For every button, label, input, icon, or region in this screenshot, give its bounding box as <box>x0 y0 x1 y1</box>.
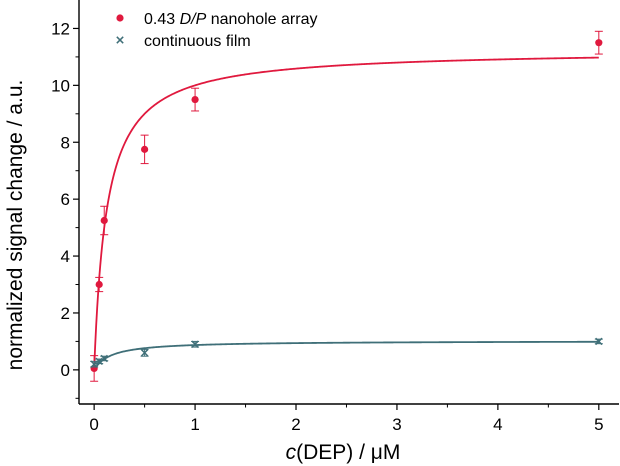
data-marks <box>90 30 603 382</box>
legend-entry-nanohole-array: 0.43 D/P nanohole array <box>116 11 317 28</box>
x-tick-label: 0 <box>89 415 98 434</box>
x-tick-label: 3 <box>392 415 401 434</box>
y-tick-label: 12 <box>51 19 70 38</box>
y-tick-label: 6 <box>61 190 70 209</box>
fit-curve-nanohole-array <box>93 56 599 370</box>
x-tick-label: 1 <box>190 415 199 434</box>
marker-stroke <box>191 340 199 348</box>
fit-curve-continuous-film <box>93 340 599 371</box>
legend-entry-continuous-film: continuous film <box>116 33 251 50</box>
legend-marker-nanohole-array <box>116 14 124 22</box>
legend-label-continuous-film: continuous film <box>144 33 251 50</box>
data-point-nanohole-array <box>191 95 199 104</box>
data-point-continuous-film <box>140 349 149 357</box>
data-point-nanohole-array <box>95 280 103 289</box>
x-tick-label: 5 <box>594 415 603 434</box>
legend-marker-continuous-film <box>116 36 124 44</box>
y-tick-label: 0 <box>61 361 70 380</box>
data-point-continuous-film <box>100 354 108 363</box>
marker-stroke <box>140 349 149 357</box>
marker-stroke <box>90 360 98 368</box>
marker-stroke <box>116 36 124 44</box>
data-point-continuous-film <box>595 337 603 346</box>
x-axis-title: c(DEP) / μM <box>286 441 401 464</box>
legend-label-nanohole-array: 0.43 D/P nanohole array <box>144 11 317 28</box>
y-tick-label: 2 <box>61 304 70 323</box>
data-point-continuous-film <box>90 360 98 368</box>
x-tick-label: 4 <box>493 415 502 434</box>
marker-stroke <box>595 337 603 346</box>
data-point-continuous-film <box>191 340 199 348</box>
marker-stroke <box>95 357 103 366</box>
y-tick-label: 8 <box>61 133 70 152</box>
y-tick-label: 10 <box>51 76 70 95</box>
data-point-nanohole-array <box>595 39 603 47</box>
legend: 0.43 D/P nanohole array continuous film <box>116 11 317 50</box>
legend-x-mark <box>116 36 124 44</box>
x-tick-label: 2 <box>291 415 300 434</box>
data-point-nanohole-array <box>141 145 149 153</box>
y-tick-label: 4 <box>61 247 70 266</box>
marker-stroke <box>100 354 108 363</box>
data-point-nanohole-array <box>100 216 108 225</box>
data-point-continuous-film <box>95 357 103 366</box>
fit-curves <box>93 56 599 371</box>
y-axis-title: normalized signal change / a.u. <box>4 80 27 371</box>
